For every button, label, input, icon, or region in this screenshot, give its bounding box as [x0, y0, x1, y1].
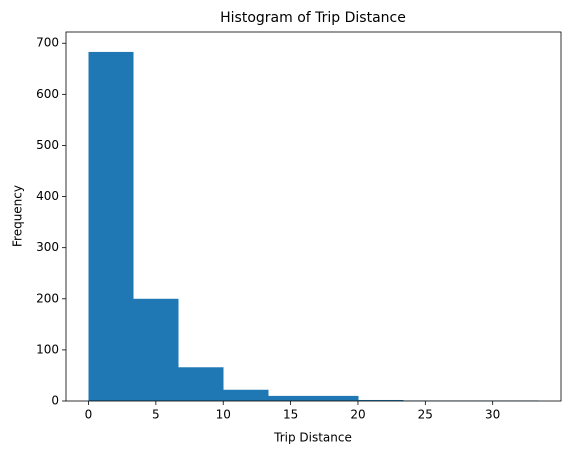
- bar: [88, 51, 134, 402]
- bar: [133, 298, 179, 401]
- x-tick-label: 0: [85, 408, 93, 422]
- x-axis-label: Trip Distance: [273, 431, 352, 445]
- bar: [178, 367, 224, 401]
- axes-frame: [65, 31, 562, 402]
- bar: [358, 399, 404, 401]
- x-tick-label: 10: [216, 408, 231, 422]
- x-tick-label: 5: [152, 408, 160, 422]
- y-tick-label: 500: [36, 138, 59, 152]
- y-tick-label: 200: [36, 291, 59, 305]
- bar: [268, 395, 314, 401]
- x-tick-label: 25: [418, 408, 433, 422]
- x-tick-label: 30: [485, 408, 500, 422]
- x-tick-label: 20: [350, 408, 365, 422]
- y-tick-label: 700: [36, 36, 59, 50]
- x-tick-label: 15: [283, 408, 298, 422]
- y-axis-label: Frequency: [11, 185, 25, 247]
- bar: [313, 395, 359, 401]
- y-tick-label: 300: [36, 240, 59, 254]
- y-tick-label: 600: [36, 87, 59, 101]
- chart-title: Histogram of Trip Distance: [220, 10, 406, 26]
- y-tick-label: 100: [36, 342, 59, 356]
- y-tick-label: 400: [36, 189, 59, 203]
- bar: [223, 389, 269, 401]
- y-tick-label: 0: [51, 394, 59, 408]
